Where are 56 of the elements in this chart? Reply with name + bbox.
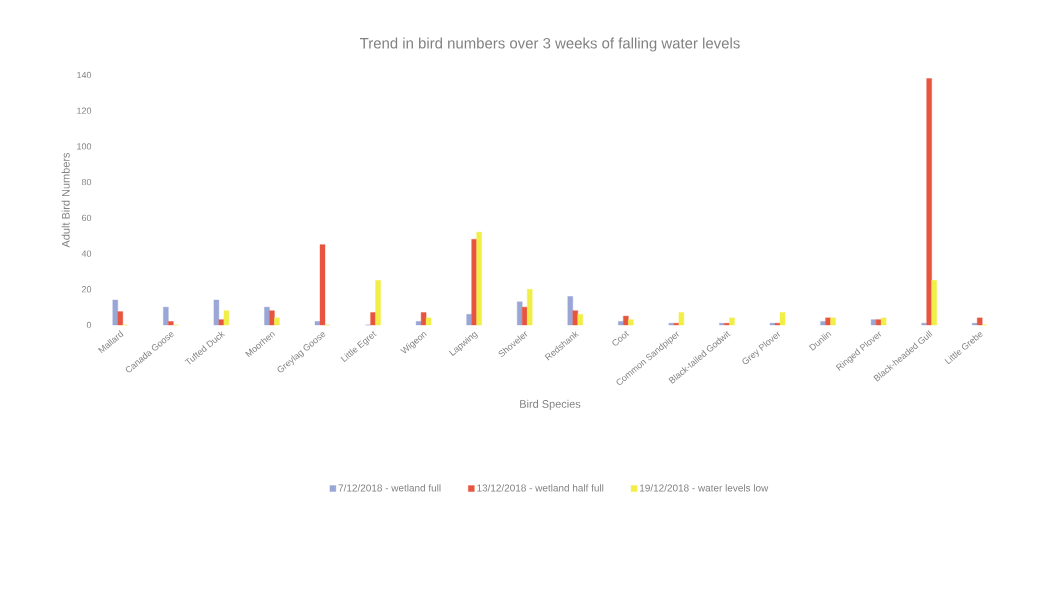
bar	[577, 314, 583, 326]
bar	[628, 319, 634, 326]
bar	[314, 321, 321, 326]
bar	[269, 310, 275, 326]
bar	[522, 306, 528, 326]
bar	[476, 231, 482, 326]
bar	[319, 244, 326, 326]
bar	[870, 319, 877, 326]
bar	[117, 311, 123, 326]
bar	[825, 317, 831, 326]
y-tick-label: 0	[86, 321, 92, 329]
bar	[163, 306, 169, 326]
bar	[218, 319, 225, 326]
bar	[375, 280, 381, 326]
legend-label: 19/12/2018 - water levels low	[640, 484, 769, 492]
bar	[572, 310, 578, 326]
y-tick-label: 20	[81, 286, 92, 293]
bar	[618, 321, 624, 326]
y-tick-label: 80	[81, 178, 92, 186]
bar	[678, 312, 685, 326]
bar	[623, 315, 629, 326]
bar	[425, 317, 432, 326]
bar	[420, 312, 427, 326]
bar	[931, 280, 937, 326]
bar	[168, 321, 174, 326]
bar	[466, 314, 472, 326]
bar	[415, 321, 422, 326]
legend-label: 7/12/2018 - wetland full	[338, 484, 441, 492]
bar	[880, 317, 887, 326]
bar	[527, 289, 533, 326]
bar	[977, 317, 983, 326]
x-tick-label: Coot	[612, 330, 630, 346]
y-tick-label: 40	[81, 250, 92, 257]
y-tick-label: 100	[77, 143, 92, 150]
bar	[875, 319, 882, 326]
bar	[264, 306, 270, 326]
bar	[471, 239, 477, 326]
bar	[370, 312, 376, 326]
legend-label: 13/12/2018 - wetland half full	[477, 484, 604, 492]
bar	[567, 296, 573, 326]
chart-title: Trend in bird numbers over 3 weeks of falling water levels	[359, 37, 740, 52]
x-axis-title: Bird Species	[520, 399, 581, 411]
bar	[223, 310, 230, 326]
bar	[213, 299, 220, 326]
bar	[926, 78, 932, 326]
y-tick-label: 140	[77, 71, 92, 79]
bar	[820, 321, 826, 326]
bar	[779, 312, 786, 326]
y-axis-title: Adult Bird Numbers	[61, 152, 70, 248]
y-tick-label: 60	[81, 214, 92, 222]
y-tick-label: 120	[77, 107, 92, 114]
bar	[729, 317, 735, 326]
bar	[830, 317, 836, 326]
bar	[112, 299, 118, 326]
bar	[517, 301, 523, 326]
bar	[274, 317, 280, 326]
